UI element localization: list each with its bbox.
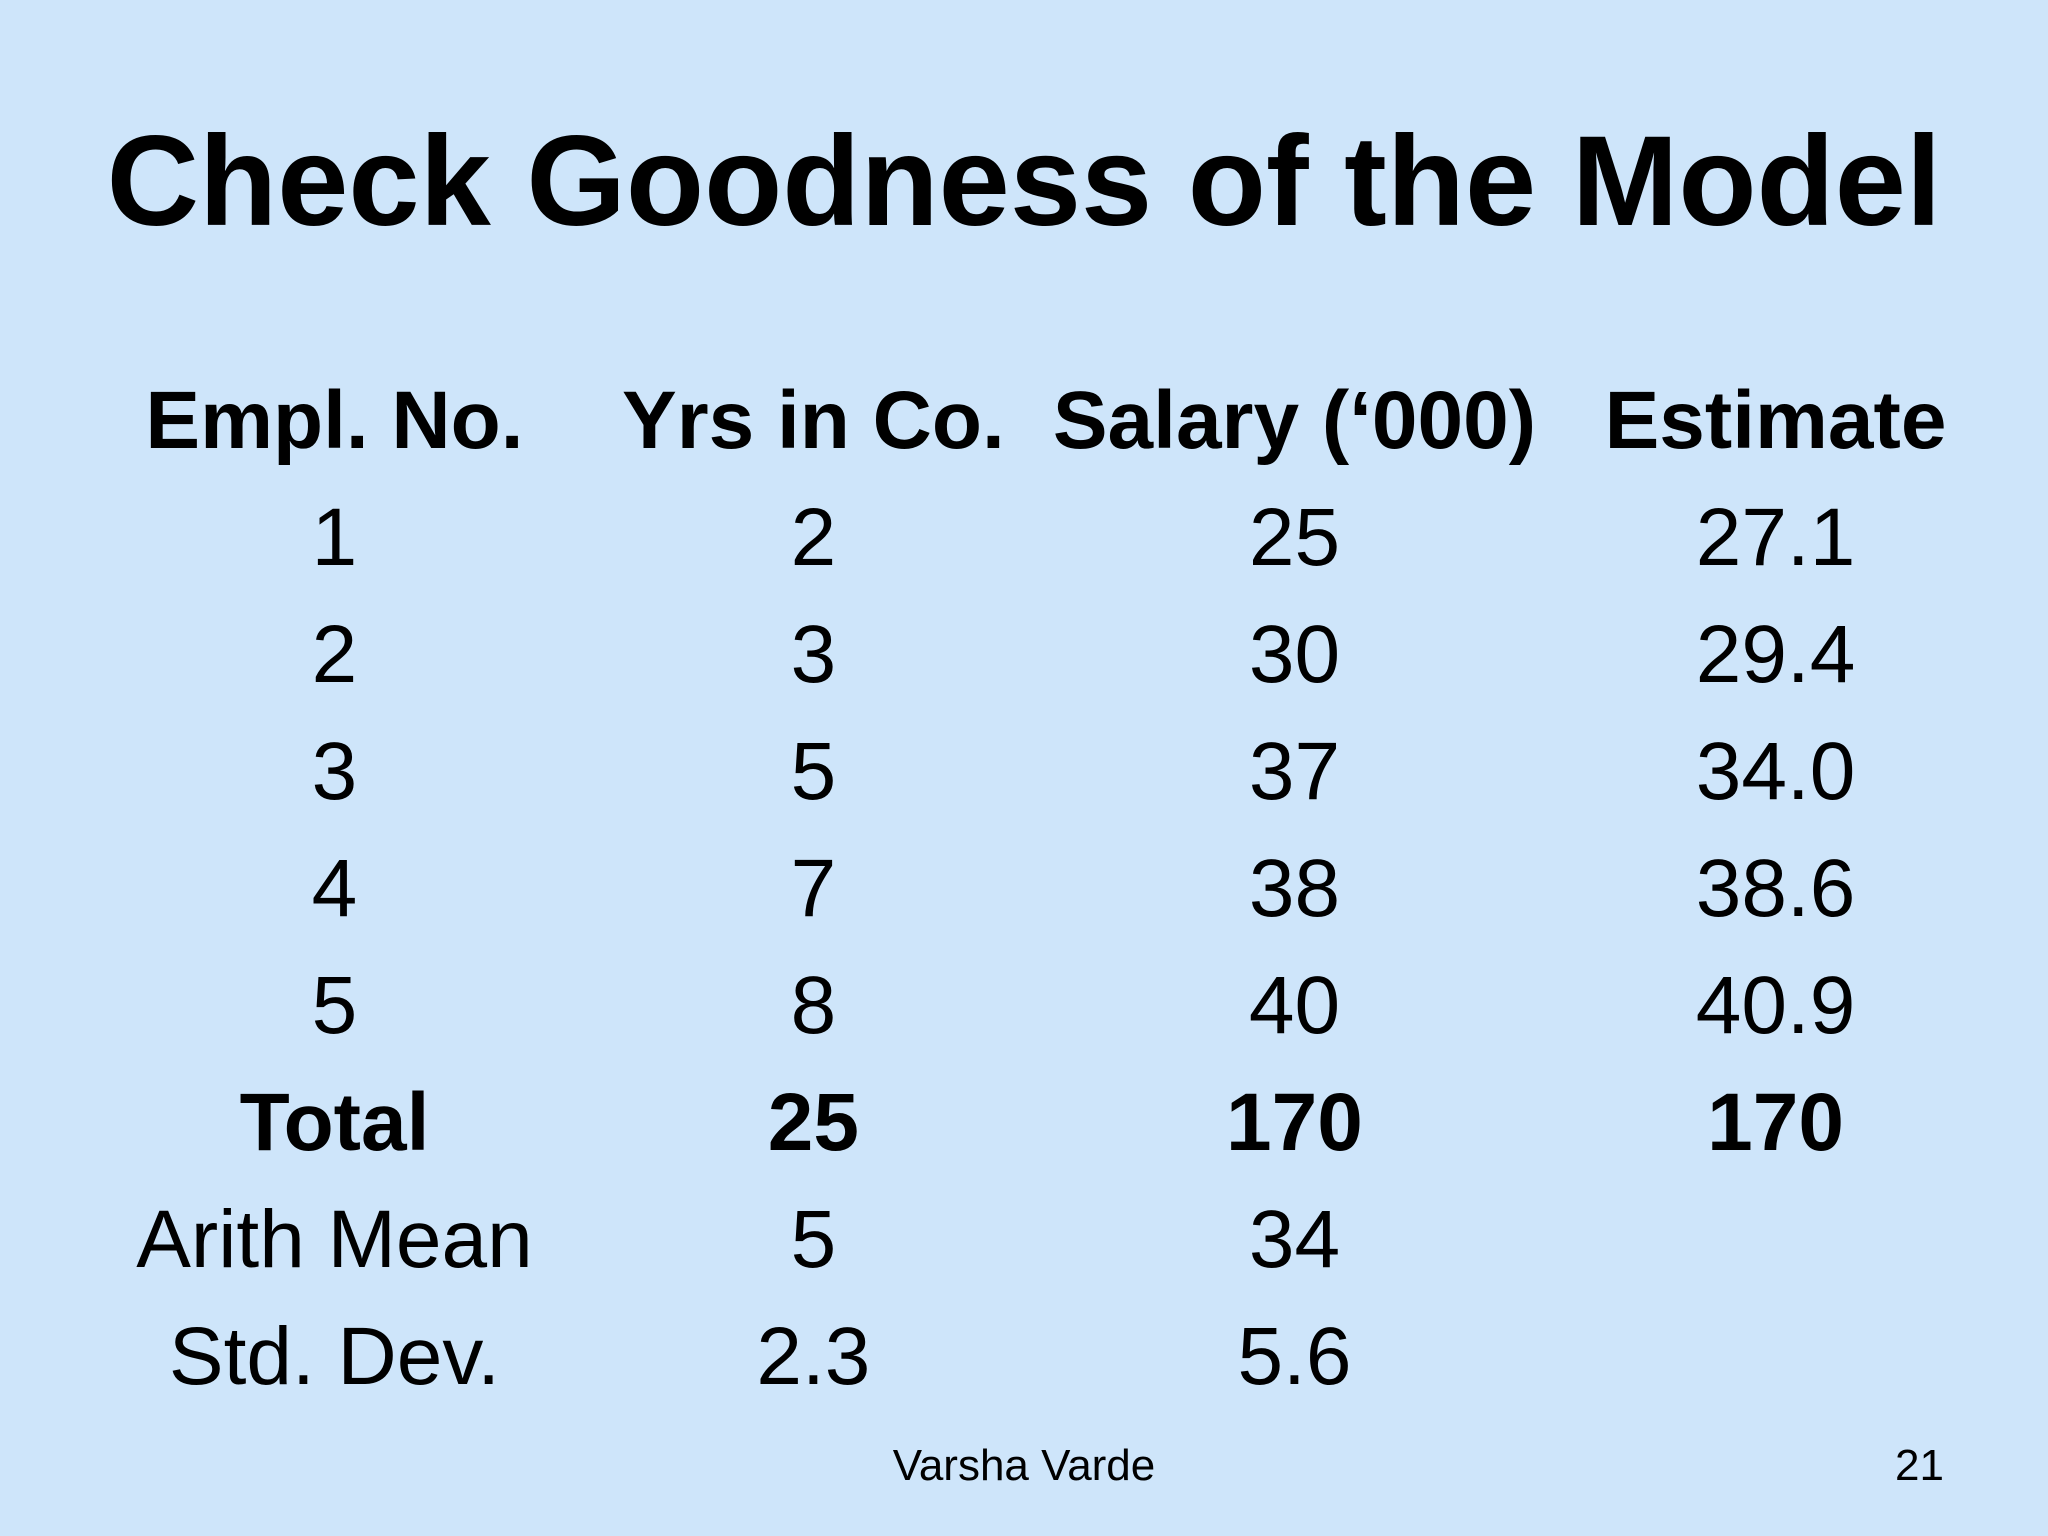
table-cell: 5 [311,959,358,1051]
column-header-estimate: Estimate [1604,374,1947,466]
arith-mean-row-salary: 34 [1248,1193,1341,1285]
table-cell: 29.4 [1695,608,1856,700]
total-row-estimate: 170 [1707,1076,1844,1168]
std-dev-row-yrs: 2.3 [756,1310,871,1402]
table-cell: 3 [311,725,358,817]
table-cell: 8 [790,959,837,1051]
table-cell: 40.9 [1695,959,1856,1051]
std-dev-row-salary: 5.6 [1237,1310,1352,1402]
total-row-salary: 170 [1226,1076,1363,1168]
table-cell: 34.0 [1695,725,1856,817]
table-cell: 37 [1248,725,1341,817]
table-cell: 40 [1248,959,1341,1051]
table-cell: 25 [1248,491,1341,583]
total-row-label: Total [239,1076,430,1168]
column-header-empl-no: Empl. No. [145,374,524,466]
footer-page-number: 21 [1895,1441,1944,1490]
slide-title: Check Goodness of the Model [106,110,1942,253]
table-cell: 2 [311,608,358,700]
column-header-salary: Salary (‘000) [1052,374,1537,466]
std-dev-row-label: Std. Dev. [168,1310,501,1402]
arith-mean-row-label: Arith Mean [136,1193,533,1285]
table-cell: 38 [1248,842,1341,934]
column-header-yrs-in-co: Yrs in Co. [622,374,1005,466]
total-row-yrs: 25 [767,1076,859,1168]
table-cell: 5 [790,725,837,817]
data-table: Empl. No. Yrs in Co. Salary (‘000) Estim… [95,362,2015,1415]
table-cell: 3 [790,608,837,700]
table-cell: 38.6 [1695,842,1856,934]
table-cell: 2 [790,491,837,583]
table-cell: 4 [311,842,358,934]
table-cell: 27.1 [1695,491,1856,583]
arith-mean-row-yrs: 5 [790,1193,837,1285]
table-cell: 7 [790,842,837,934]
table-cell: 1 [311,491,358,583]
footer-author: Varsha Varde [892,1441,1156,1490]
table-cell: 30 [1248,608,1341,700]
